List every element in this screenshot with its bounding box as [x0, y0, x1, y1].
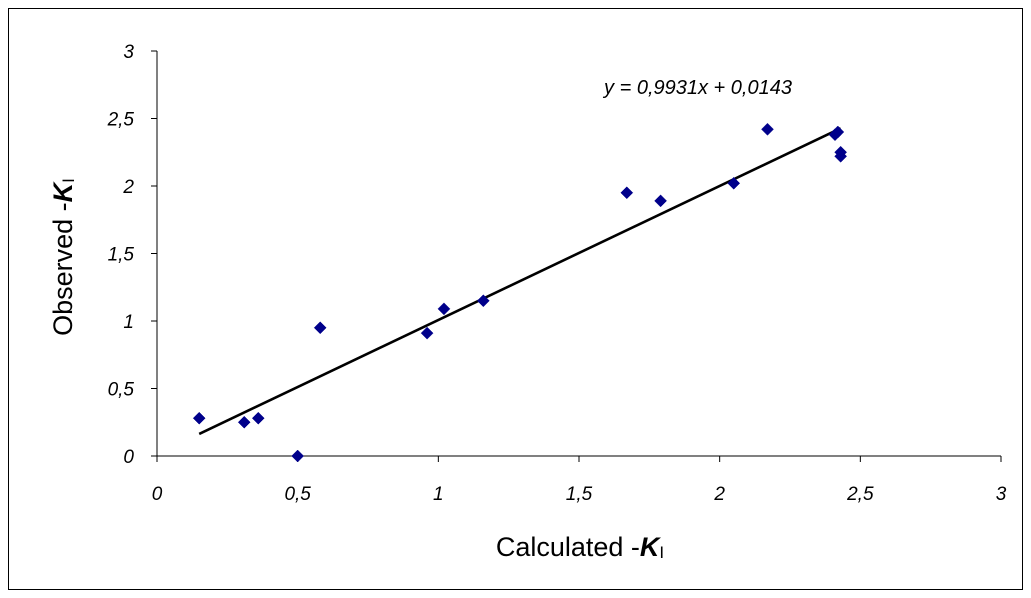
- y-tick-label: 1,5: [108, 245, 135, 266]
- y-axis-title: Observed -KI: [48, 178, 78, 336]
- chart-frame: [8, 8, 1023, 590]
- data-point: [620, 186, 634, 200]
- x-axis-title-symbol: K: [640, 532, 662, 562]
- y-tick-label: 0,5: [108, 380, 135, 401]
- data-points: [192, 122, 847, 463]
- data-point: [834, 149, 847, 163]
- x-axis-title-prefix: Calculated -: [496, 532, 640, 562]
- y-tick-label: 0: [123, 447, 134, 468]
- y-axis-title-subscript: I: [59, 178, 78, 183]
- data-point: [291, 449, 305, 463]
- data-point: [654, 194, 667, 208]
- y-tick-label: 1: [123, 312, 134, 333]
- x-axis-title: Calculated -KI: [496, 532, 664, 562]
- x-ticks: 0 0,5 1 1,5 2 2,5 3: [152, 456, 1007, 505]
- data-point: [437, 302, 451, 316]
- data-point: [761, 122, 774, 136]
- data-point: [476, 294, 490, 308]
- trendline-group: [198, 127, 842, 436]
- y-tick-label: 3: [123, 42, 134, 63]
- x-tick-label: 2: [713, 484, 725, 505]
- data-point: [237, 415, 251, 429]
- x-tick-label: 0: [152, 484, 163, 505]
- x-tick-label: 1,5: [566, 484, 593, 505]
- data-point: [420, 326, 434, 340]
- y-axis-title-prefix: Observed -: [48, 202, 78, 336]
- data-point: [251, 411, 265, 425]
- x-tick-label: 2,5: [846, 484, 874, 505]
- x-tick-label: 3: [996, 484, 1007, 505]
- data-point: [727, 176, 741, 190]
- y-tick-label: 2,5: [107, 110, 135, 131]
- data-point: [313, 321, 327, 335]
- x-axis-title-subscript: I: [659, 543, 664, 562]
- trendline-equation: y = 0,9931x + 0,0143: [602, 77, 792, 99]
- y-axis-title-symbol: K: [48, 180, 78, 202]
- x-tick-label: 1: [433, 484, 444, 505]
- y-ticks: 0 0,5 1 1,5 2 2,5 3: [107, 42, 157, 468]
- data-point: [831, 125, 845, 139]
- x-tick-label: 0,5: [284, 484, 311, 505]
- trendline: [198, 127, 842, 436]
- data-point: [192, 411, 206, 425]
- y-tick-label: 2: [122, 177, 134, 198]
